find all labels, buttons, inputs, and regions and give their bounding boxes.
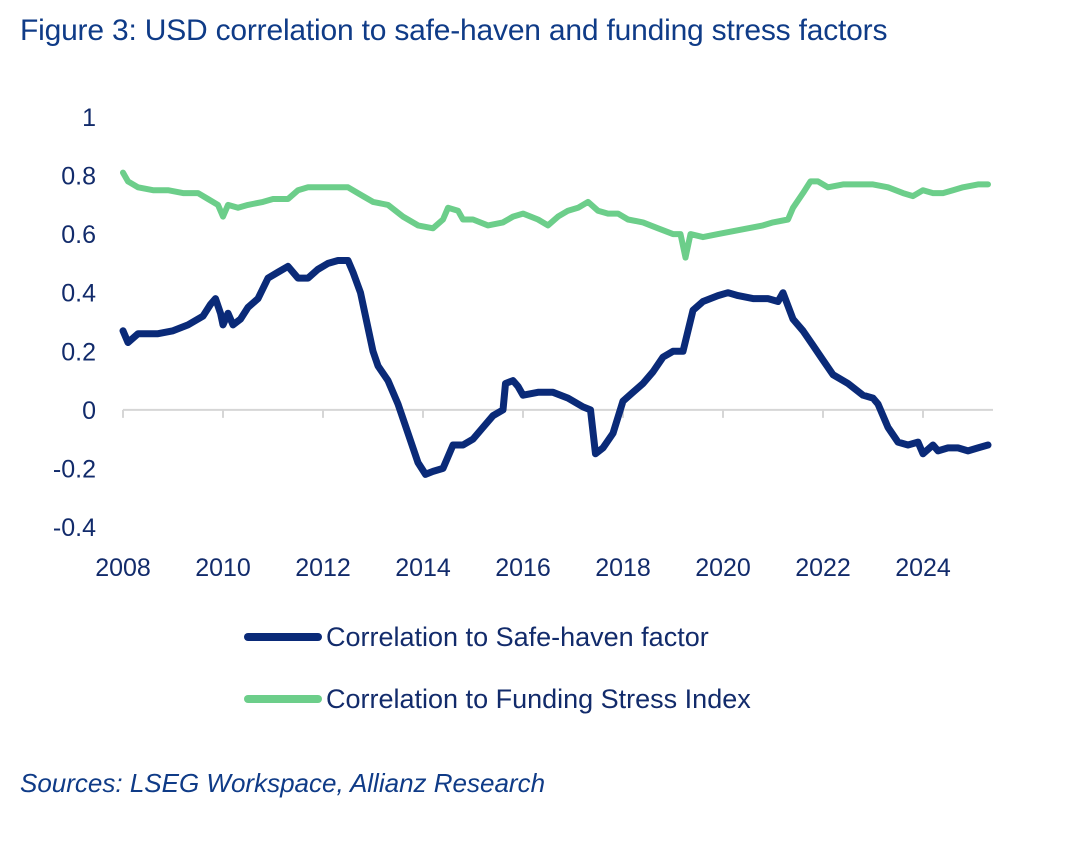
series-line-funding-stress — [120, 169, 991, 261]
chart-title: Figure 3: USD correlation to safe-haven … — [20, 14, 888, 47]
x-tick-label: 2020 — [695, 554, 751, 582]
x-tick-label: 2018 — [595, 554, 651, 582]
series-lines — [119, 169, 992, 478]
x-tick-label: 2008 — [95, 554, 151, 582]
x-tick-label: 2014 — [395, 554, 451, 582]
line-chart: 10.80.60.40.20-0.2-0.4 2008 2010 2012 2014 2… — [53, 104, 993, 714]
source-note: Sources: LSEG Workspace, Allianz Researc… — [20, 768, 546, 798]
x-tick-label: 2024 — [895, 554, 951, 582]
x-tick-label: 2022 — [795, 554, 851, 582]
legend: Correlation to Safe-haven factor Correlat… — [244, 622, 751, 714]
legend-item-funding-stress: Correlation to Funding Stress Index — [326, 684, 751, 714]
x-tick-label: 2010 — [195, 554, 251, 582]
x-axis-ticks: 2008 2010 2012 2014 2016 2018 2020 2022 2024 — [95, 409, 951, 582]
y-axis-ticks: 1 0.8 0.6 0.4 0.2 0 -0.2 -0.4 — [53, 104, 96, 542]
x-tick-label: 2016 — [495, 554, 551, 582]
y-tick-label: 0.2 — [61, 338, 96, 366]
y-tick-label: 1 — [82, 104, 96, 132]
y-tick-label: -0.2 — [53, 455, 96, 483]
series-line-safe-haven — [119, 257, 992, 478]
y-tick-label: 0.4 — [61, 280, 96, 308]
y-tick-label: 0.8 — [61, 163, 96, 191]
y-tick-label: 0 — [82, 397, 96, 425]
x-tick-label: 2012 — [295, 554, 351, 582]
y-tick-label: 0.6 — [61, 221, 96, 249]
legend-item-safe-haven: Correlation to Safe-haven factor — [326, 622, 709, 652]
y-tick-label: -0.4 — [53, 514, 96, 542]
